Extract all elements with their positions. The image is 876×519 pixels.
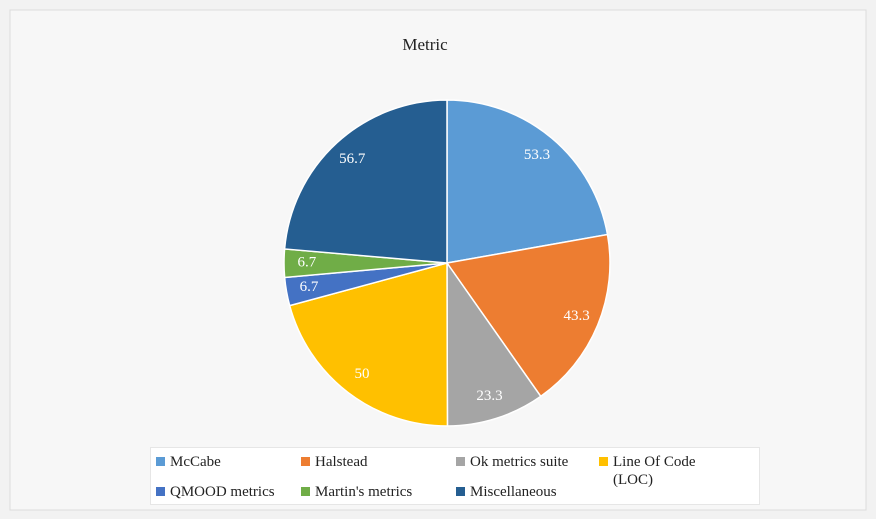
data-label: 6.7 bbox=[297, 255, 316, 271]
pie-slice bbox=[445, 233, 611, 398]
data-label: 50 bbox=[354, 366, 369, 382]
legend-swatch bbox=[156, 487, 165, 496]
legend-item: Martin's metrics bbox=[301, 483, 412, 501]
legend-swatch bbox=[599, 457, 608, 466]
data-label: 23.3 bbox=[476, 388, 502, 404]
legend-label: Ok metrics suite bbox=[470, 454, 569, 470]
data-label: 43.3 bbox=[563, 308, 589, 324]
legend-label: Miscellaneous bbox=[470, 484, 557, 500]
legend-item: Line Of Code (LOC) bbox=[599, 453, 749, 489]
legend-label: McCabe bbox=[170, 454, 221, 470]
pie-slice bbox=[446, 260, 542, 427]
legend-item: McCabe bbox=[156, 453, 221, 471]
legend-item: Halstead bbox=[301, 453, 367, 471]
data-label: 56.7 bbox=[339, 151, 366, 167]
legend-label: Line Of Code (LOC) bbox=[613, 454, 696, 488]
data-label: 6.7 bbox=[300, 279, 319, 295]
legend-label: QMOOD metrics bbox=[170, 484, 275, 500]
legend-swatch bbox=[301, 457, 310, 466]
legend: McCabe Halstead Ok metrics suite Line Of Co… bbox=[150, 447, 760, 505]
legend-swatch bbox=[456, 487, 465, 496]
chart-title: Metric bbox=[402, 35, 448, 54]
legend-label: Martin's metrics bbox=[315, 484, 413, 500]
pie-slice bbox=[446, 99, 609, 264]
data-label: 53.3 bbox=[524, 147, 550, 163]
legend-label: Halstead bbox=[315, 454, 368, 470]
legend-swatch bbox=[301, 487, 310, 496]
pie-slice bbox=[288, 262, 449, 427]
pie-slice bbox=[283, 99, 448, 264]
legend-swatch bbox=[456, 457, 465, 466]
legend-item: Ok metrics suite bbox=[456, 453, 568, 471]
legend-swatch bbox=[156, 457, 165, 466]
legend-item: QMOOD metrics bbox=[156, 483, 275, 501]
legend-item: Miscellaneous bbox=[456, 483, 557, 501]
